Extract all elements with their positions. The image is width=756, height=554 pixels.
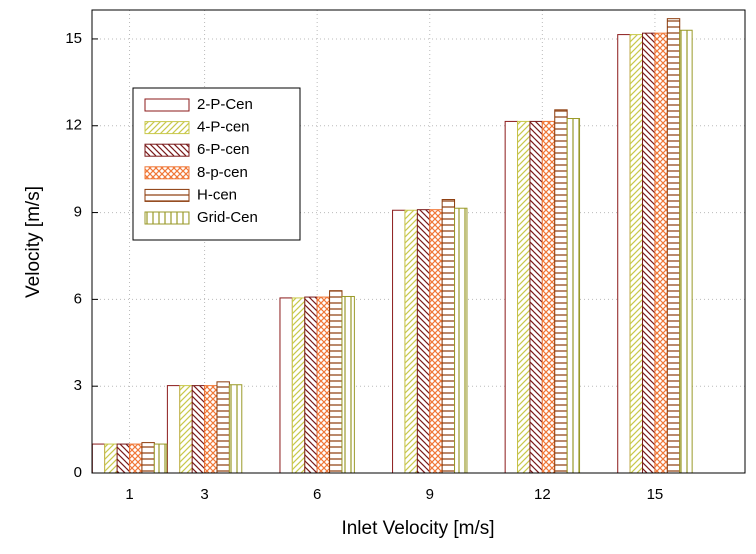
bar xyxy=(166,385,181,474)
bar xyxy=(141,442,155,474)
y-tick-label: 15 xyxy=(65,30,82,47)
bar xyxy=(316,296,331,474)
bar xyxy=(392,209,406,474)
legend-swatch xyxy=(144,211,190,225)
y-tick-label: 0 xyxy=(74,464,82,481)
bar xyxy=(228,384,243,474)
legend-label: 4-P-cen xyxy=(197,119,250,136)
x-tick-label: 6 xyxy=(313,486,321,503)
bar xyxy=(642,32,656,474)
bar xyxy=(454,207,468,474)
bar xyxy=(629,34,644,474)
x-tick-label: 12 xyxy=(534,486,551,503)
bar xyxy=(204,385,218,474)
bar xyxy=(153,443,168,474)
y-tick-label: 3 xyxy=(74,377,82,394)
bar xyxy=(129,443,143,474)
plot-frame xyxy=(91,9,746,474)
bar xyxy=(654,32,668,474)
y-axis-title: Velocity [m/s] xyxy=(23,186,44,298)
bar xyxy=(566,118,581,474)
bar xyxy=(104,443,118,474)
legend-swatch xyxy=(144,166,190,180)
bar xyxy=(91,443,106,474)
bar xyxy=(416,209,431,474)
bar xyxy=(504,120,519,474)
bar xyxy=(617,34,631,474)
x-tick-label: 9 xyxy=(426,486,434,503)
bar xyxy=(179,385,193,474)
legend-label: Grid-Cen xyxy=(197,209,258,226)
y-tick-label: 12 xyxy=(65,117,82,134)
legend-label: 2-P-Cen xyxy=(197,96,253,113)
bar xyxy=(329,290,343,474)
legend-label: 8-p-cen xyxy=(197,164,248,181)
bar xyxy=(441,199,456,474)
bar xyxy=(429,209,443,474)
bar xyxy=(291,297,306,474)
bar xyxy=(341,295,355,474)
y-tick-label: 6 xyxy=(74,290,82,307)
legend-swatch xyxy=(144,98,190,112)
bar xyxy=(679,29,693,474)
bar xyxy=(666,18,681,474)
x-tick-label: 15 xyxy=(647,486,664,503)
legend-label: 6-P-cen xyxy=(197,141,250,158)
legend-swatch xyxy=(144,121,190,135)
bar xyxy=(554,109,568,474)
x-tick-label: 3 xyxy=(200,486,208,503)
bar xyxy=(529,120,543,474)
bar xyxy=(541,120,556,474)
legend-label: H-cen xyxy=(197,186,237,203)
bar xyxy=(279,297,293,474)
bar xyxy=(191,385,206,474)
y-tick-label: 9 xyxy=(74,204,82,221)
legend-swatch xyxy=(144,188,190,202)
bar xyxy=(216,381,230,474)
x-tick-label: 1 xyxy=(125,486,133,503)
bar xyxy=(517,120,531,474)
bar xyxy=(116,443,131,474)
bar xyxy=(304,296,318,474)
bar xyxy=(404,209,418,474)
legend-swatch xyxy=(144,143,190,157)
x-axis-title: Inlet Velocity [m/s] xyxy=(341,518,494,539)
